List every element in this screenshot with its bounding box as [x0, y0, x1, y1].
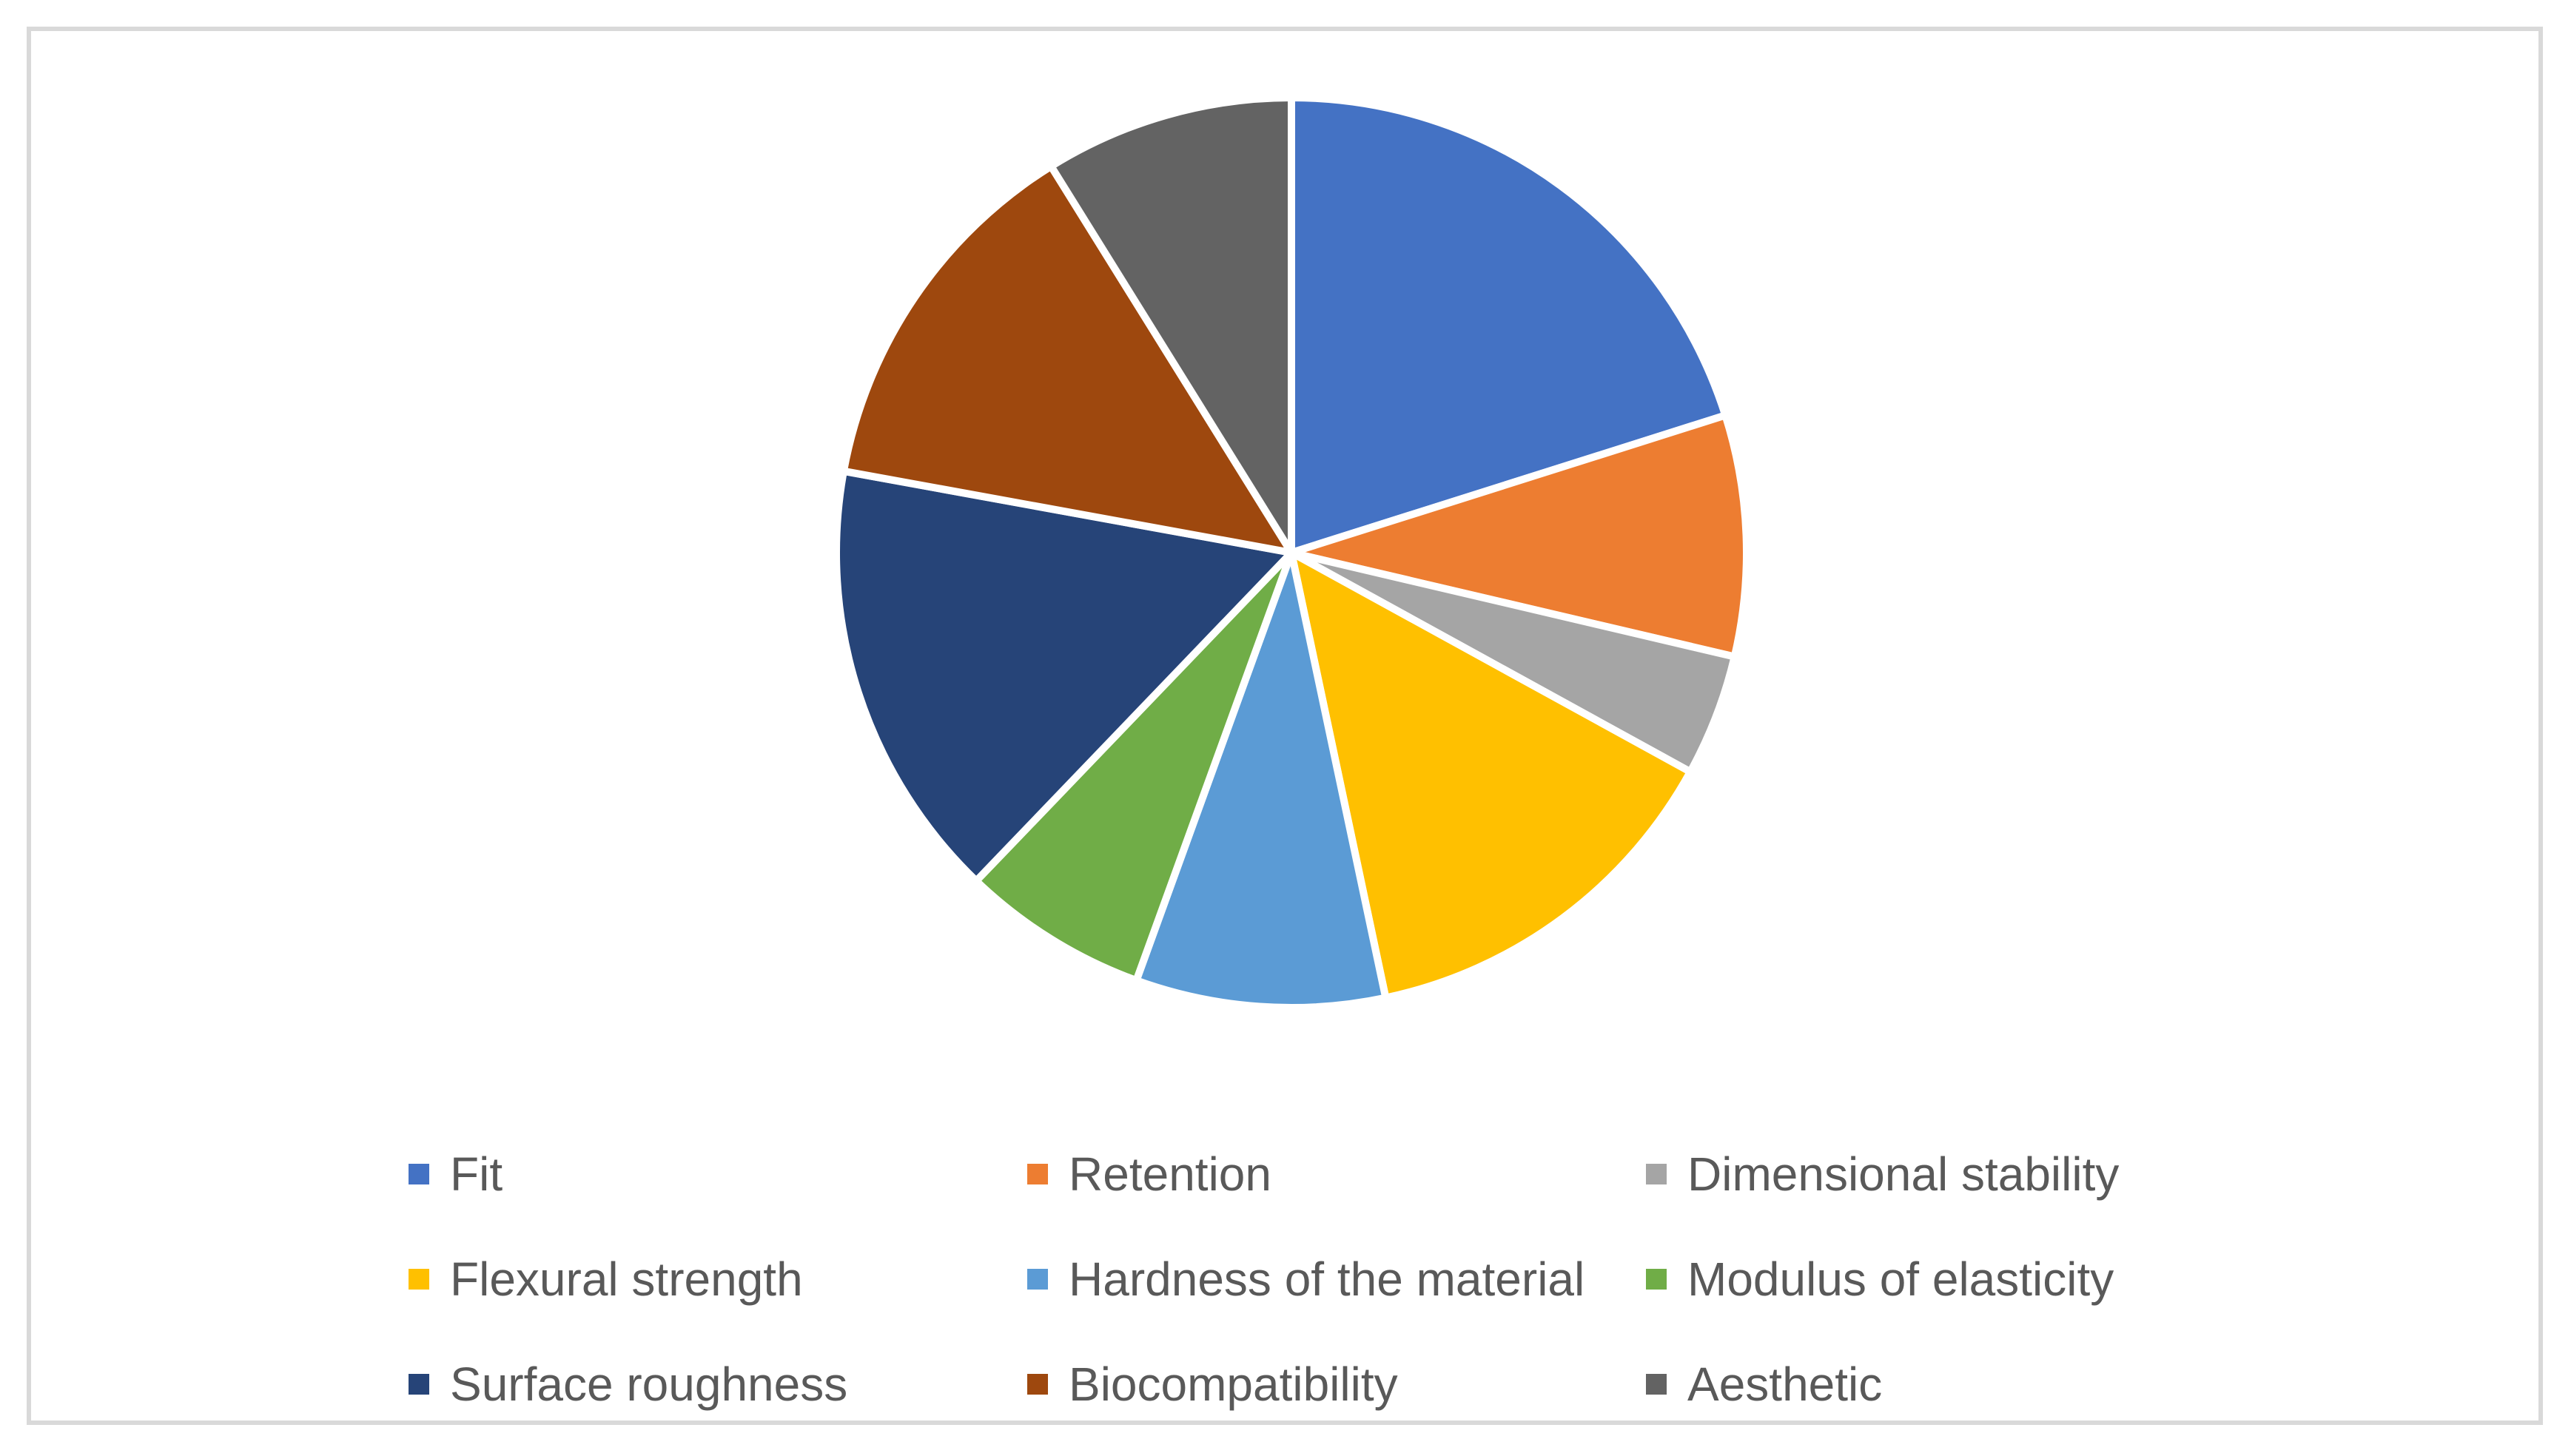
pie-slice-retention — [1288, 411, 1750, 661]
legend-swatch-icon — [1646, 1269, 1667, 1290]
legend-label: Aesthetic — [1687, 1358, 1883, 1411]
legend-label: Flexural strength — [450, 1253, 803, 1306]
legend-swatch-icon — [409, 1269, 429, 1290]
legend-label: Dimensional stability — [1687, 1147, 2120, 1201]
legend-swatch-icon — [1646, 1164, 1667, 1184]
pie-slice-flexural-strength — [1288, 549, 1694, 1002]
legend-item-biocompatibility: Biocompatibility — [1027, 1344, 1646, 1425]
pie-slice-surface-roughness — [833, 467, 1295, 885]
pie-chart — [833, 94, 1750, 1011]
legend-swatch-icon — [1027, 1374, 1048, 1395]
legend-label: Biocompatibility — [1069, 1358, 1398, 1411]
legend-item-aesthetic: Aesthetic — [1646, 1344, 2265, 1425]
pie-slice-aesthetic — [1047, 94, 1295, 556]
pie-slice-fit — [1288, 94, 1730, 556]
legend-item-surface-roughness: Surface roughness — [409, 1344, 1027, 1425]
legend: Fit Retention Dimensional stability Flexura… — [409, 1133, 2259, 1449]
legend-label: Hardness of the material — [1069, 1253, 1585, 1306]
legend-label: Retention — [1069, 1147, 1271, 1201]
legend-label: Modulus of elasticity — [1687, 1253, 2114, 1306]
pie-slice-hardness-of-the-material — [1132, 549, 1390, 1011]
legend-label: Fit — [450, 1147, 503, 1201]
legend-item-modulus-of-elasticity: Modulus of elasticity — [1646, 1238, 2265, 1320]
pie-slice-modulus-of-elasticity — [972, 549, 1295, 985]
legend-item-hardness-of-the-material: Hardness of the material — [1027, 1238, 1646, 1320]
legend-swatch-icon — [1646, 1374, 1667, 1395]
legend-swatch-icon — [409, 1164, 429, 1184]
pie-slice-biocompatibility — [839, 162, 1295, 556]
legend-swatch-icon — [409, 1374, 429, 1395]
legend-item-fit: Fit — [409, 1133, 1027, 1215]
legend-swatch-icon — [1027, 1164, 1048, 1184]
legend-item-retention: Retention — [1027, 1133, 1646, 1215]
legend-label: Surface roughness — [450, 1358, 848, 1411]
chart-area: Fit Retention Dimensional stability Flexura… — [27, 27, 2543, 1425]
legend-item-flexural-strength: Flexural strength — [409, 1238, 1027, 1320]
legend-swatch-icon — [1027, 1269, 1048, 1290]
legend-item-dimensional-stability: Dimensional stability — [1646, 1133, 2265, 1215]
